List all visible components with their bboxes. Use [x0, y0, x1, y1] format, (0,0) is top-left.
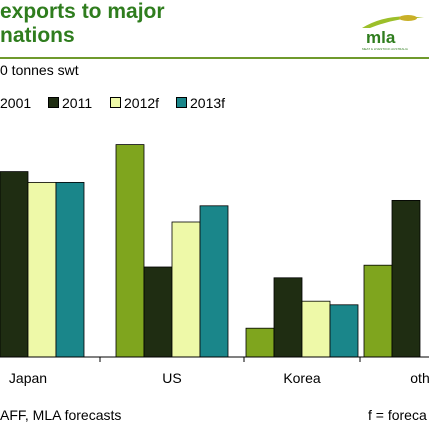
mla-logo: mla MEAT & LIVESTOCK AUSTRALIA [362, 15, 424, 51]
category-label-japan: Japan [9, 370, 47, 386]
legend-label-2013f: 2013f [190, 95, 226, 111]
forecast-note: f = foreca [368, 407, 427, 423]
bar-japan-2013f [55, 181, 85, 358]
bar-japan-2012f [27, 181, 57, 358]
unit-label: 0 tonnes swt [0, 62, 79, 78]
source-note: AFF, MLA forecasts [0, 407, 122, 423]
bar-us-2001 [115, 144, 145, 358]
bar-korea-2011 [273, 277, 303, 358]
category-label-oth: oth [410, 370, 429, 386]
logo-dot-icon [399, 15, 417, 21]
category-label-korea: Korea [283, 370, 321, 386]
bar-us-2012f [171, 221, 201, 358]
bar-korea-2012f [301, 300, 331, 358]
legend-label-2012f: 2012f [124, 95, 160, 111]
bar-us-2013f [199, 205, 229, 358]
bar-oth-2001 [363, 264, 393, 358]
logo-subtext: MEAT & LIVESTOCK AUSTRALIA [362, 47, 408, 51]
logo-swoosh-icon [362, 16, 424, 28]
legend-swatch-2011 [48, 97, 59, 108]
legend-swatch-2013f [176, 97, 187, 108]
bar-korea-2001 [245, 327, 275, 358]
bar-japan-2011 [0, 171, 29, 358]
bar-us-2011 [143, 266, 173, 358]
bar-oth-2011 [391, 199, 421, 358]
category-label-us: US [162, 370, 181, 386]
logo-wordmark: mla [366, 28, 396, 47]
title-line-2: nations [0, 24, 75, 47]
title-rule [0, 57, 429, 59]
chart-title: exports to major nations [0, 0, 300, 48]
legend-label-2001: 2001 [0, 95, 32, 111]
legend-label-2011: 2011 [62, 95, 93, 111]
title-line-1: exports to major [0, 0, 165, 23]
bar-korea-2013f [329, 304, 359, 358]
legend-swatch-2012f [110, 97, 121, 108]
